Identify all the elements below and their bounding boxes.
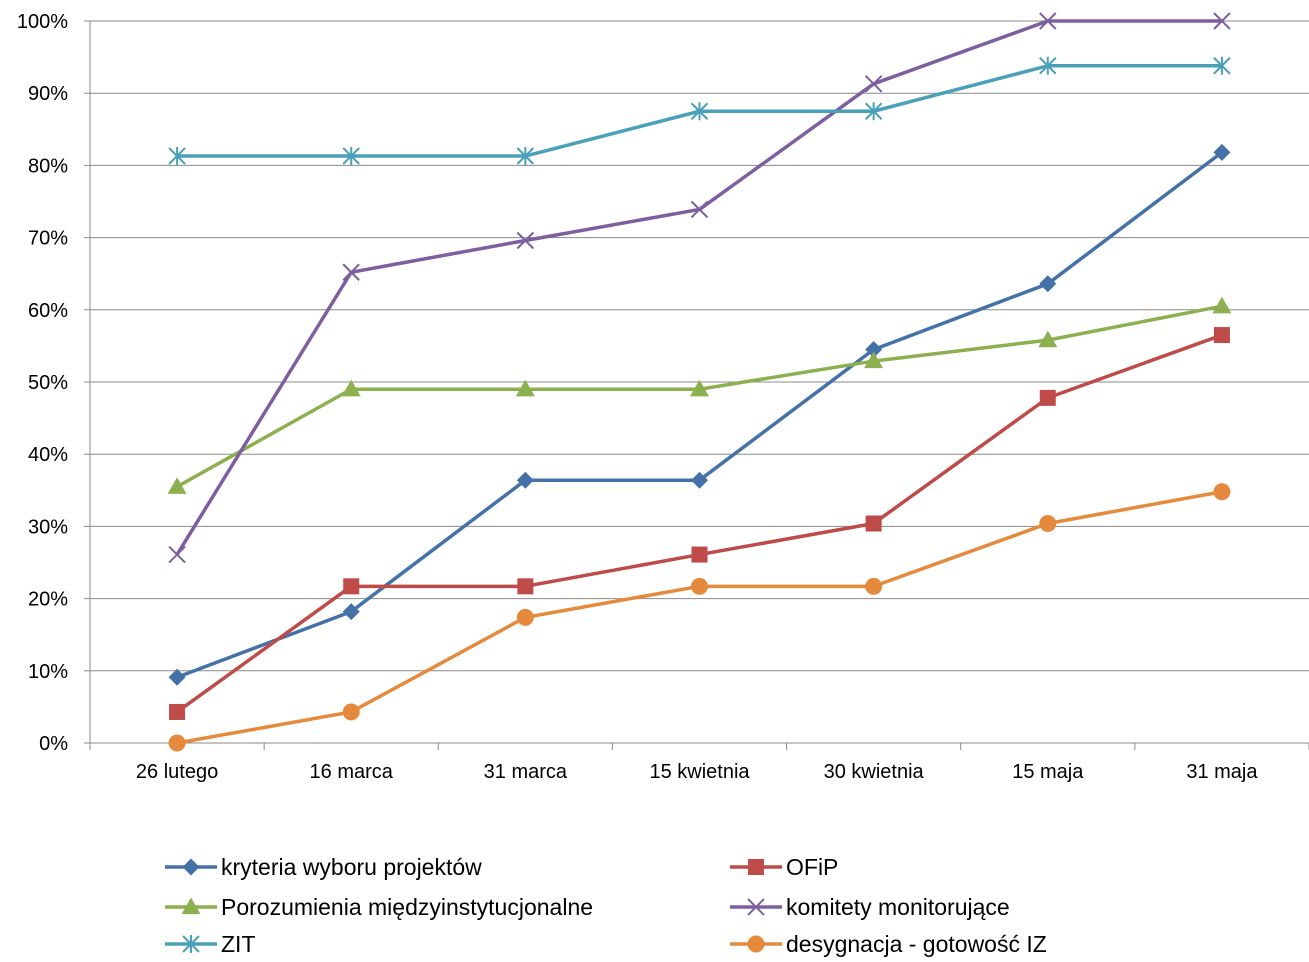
data-point [1038,330,1058,348]
data-point [1039,515,1057,533]
data-point [864,351,884,369]
data-point [1213,12,1231,30]
data-point [516,147,535,166]
data-point [1039,389,1056,406]
x-tick-label: 15 maja [1012,761,1084,783]
legend-item: Porozumienia międzyinstytucjonalne [165,894,593,920]
data-point [168,734,186,752]
data-point [342,263,360,281]
legend-item: kryteria wyboru projektów [165,854,482,880]
data-point [1213,56,1231,75]
data-point [169,703,186,720]
y-tick-label: 20% [28,589,68,611]
data-point [516,608,534,626]
legend-label: ZIT [221,931,256,957]
data-point [1039,275,1057,293]
data-point [691,577,708,595]
data-point [515,379,535,397]
series-group [167,12,1232,752]
y-tick-label: 90% [28,83,68,105]
legend-item: komitety monitorujące [730,894,1010,920]
legend-label: komitety monitorujące [786,894,1010,920]
data-point [690,102,709,121]
y-tick-label: 70% [28,228,68,250]
data-point [168,545,186,564]
data-point [691,546,708,563]
x-tick-label: 31 marca [484,761,568,783]
legend-item: desygnacja - gotowość IZ [730,931,1047,957]
legend-marker [747,935,765,953]
data-point [865,515,882,532]
series-4 [168,56,1231,166]
data-point [864,75,883,93]
legend: kryteria wyboru projektów OFiP Porozumieni… [165,854,1047,957]
data-point [690,379,709,397]
y-tick-label: 0% [39,733,68,755]
series-3 [168,12,1231,564]
y-tick-label: 100% [17,11,68,33]
data-point [342,147,360,166]
data-point [1213,483,1231,501]
data-point [690,200,709,219]
axes: 0% 10% 20% 30% 40% 50% 60% 70% 80% 90% 100% 26 lute… [17,11,1309,783]
data-point [167,477,187,494]
series-0 [168,143,1231,686]
data-point [865,341,883,359]
data-point [343,578,360,595]
legend-label: kryteria wyboru projektów [221,854,482,880]
data-point [1039,56,1057,75]
y-tick-label: 10% [28,661,68,683]
series-2 [167,296,1232,494]
x-tick-label: 26 lutego [136,761,218,783]
legend-label: desygnacja - gotowość IZ [786,931,1047,957]
x-tick-label: 30 kwietnia [824,761,925,783]
legend-item: OFiP [730,854,838,880]
y-tick-label: 30% [28,516,68,538]
data-point [517,578,534,595]
data-point [1212,296,1232,314]
data-point [342,603,360,621]
legend-marker [747,898,765,916]
data-point [516,231,535,250]
series-1 [169,327,1230,720]
legend-marker [181,897,201,915]
data-point [1213,327,1230,344]
y-tick-label: 80% [28,155,68,177]
data-point [168,147,186,166]
x-tick-label: 31 maja [1186,761,1258,783]
legend-item: ZIT [165,931,256,957]
data-point [864,102,883,121]
series-line [176,304,1223,489]
data-point [341,379,361,397]
data-point [865,577,883,595]
y-tick-label: 40% [28,444,68,466]
data-point [691,471,708,489]
legend-label: Porozumienia międzyinstytucjonalne [221,894,593,920]
x-tick-label: 16 marca [310,761,394,783]
data-point [1213,143,1231,161]
data-point [1039,12,1057,30]
legend-marker [748,859,764,875]
x-tick-label: 15 kwietnia [649,761,750,783]
data-point [342,703,360,721]
legend-label: OFiP [786,854,838,880]
legend-marker [182,858,200,876]
y-tick-label: 50% [28,372,68,394]
series-5 [168,483,1231,752]
legend-marker [182,935,200,953]
data-point [516,471,534,489]
y-tick-label: 60% [28,300,68,322]
data-point [168,668,186,686]
